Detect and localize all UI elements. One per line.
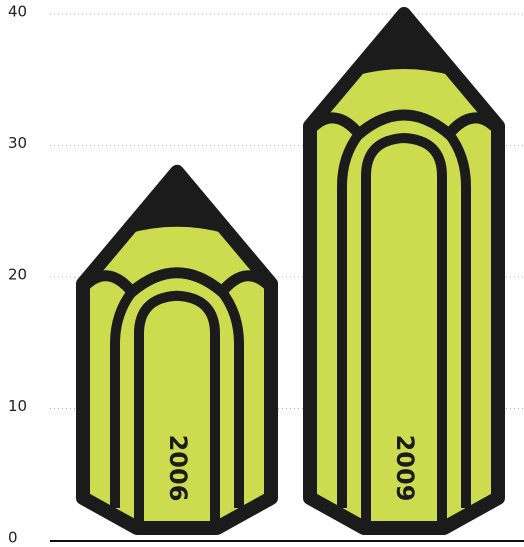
bar	[76, 164, 278, 535]
pencil-tip	[123, 167, 231, 234]
pencil-sleeve	[305, 109, 503, 142]
pencil-stripe	[134, 290, 220, 523]
pencil-stripe	[361, 132, 447, 523]
pencil	[76, 164, 278, 535]
pencil-stripe	[110, 288, 137, 508]
pencil	[303, 7, 505, 535]
y-tick-label: 20	[8, 266, 27, 284]
pencil-sleeve	[78, 267, 276, 300]
y-tick-label: 10	[8, 397, 27, 415]
pencil-tip	[350, 10, 458, 76]
category-label: 2006	[164, 435, 192, 502]
y-tick-label: 0	[8, 529, 18, 547]
pencil-stripe	[337, 130, 364, 508]
y-tick-label: 40	[8, 3, 27, 21]
pencil-stripe	[217, 288, 244, 508]
category-label: 2009	[391, 435, 419, 502]
y-tick-label: 30	[8, 134, 27, 152]
pencil-stripe	[444, 130, 471, 508]
